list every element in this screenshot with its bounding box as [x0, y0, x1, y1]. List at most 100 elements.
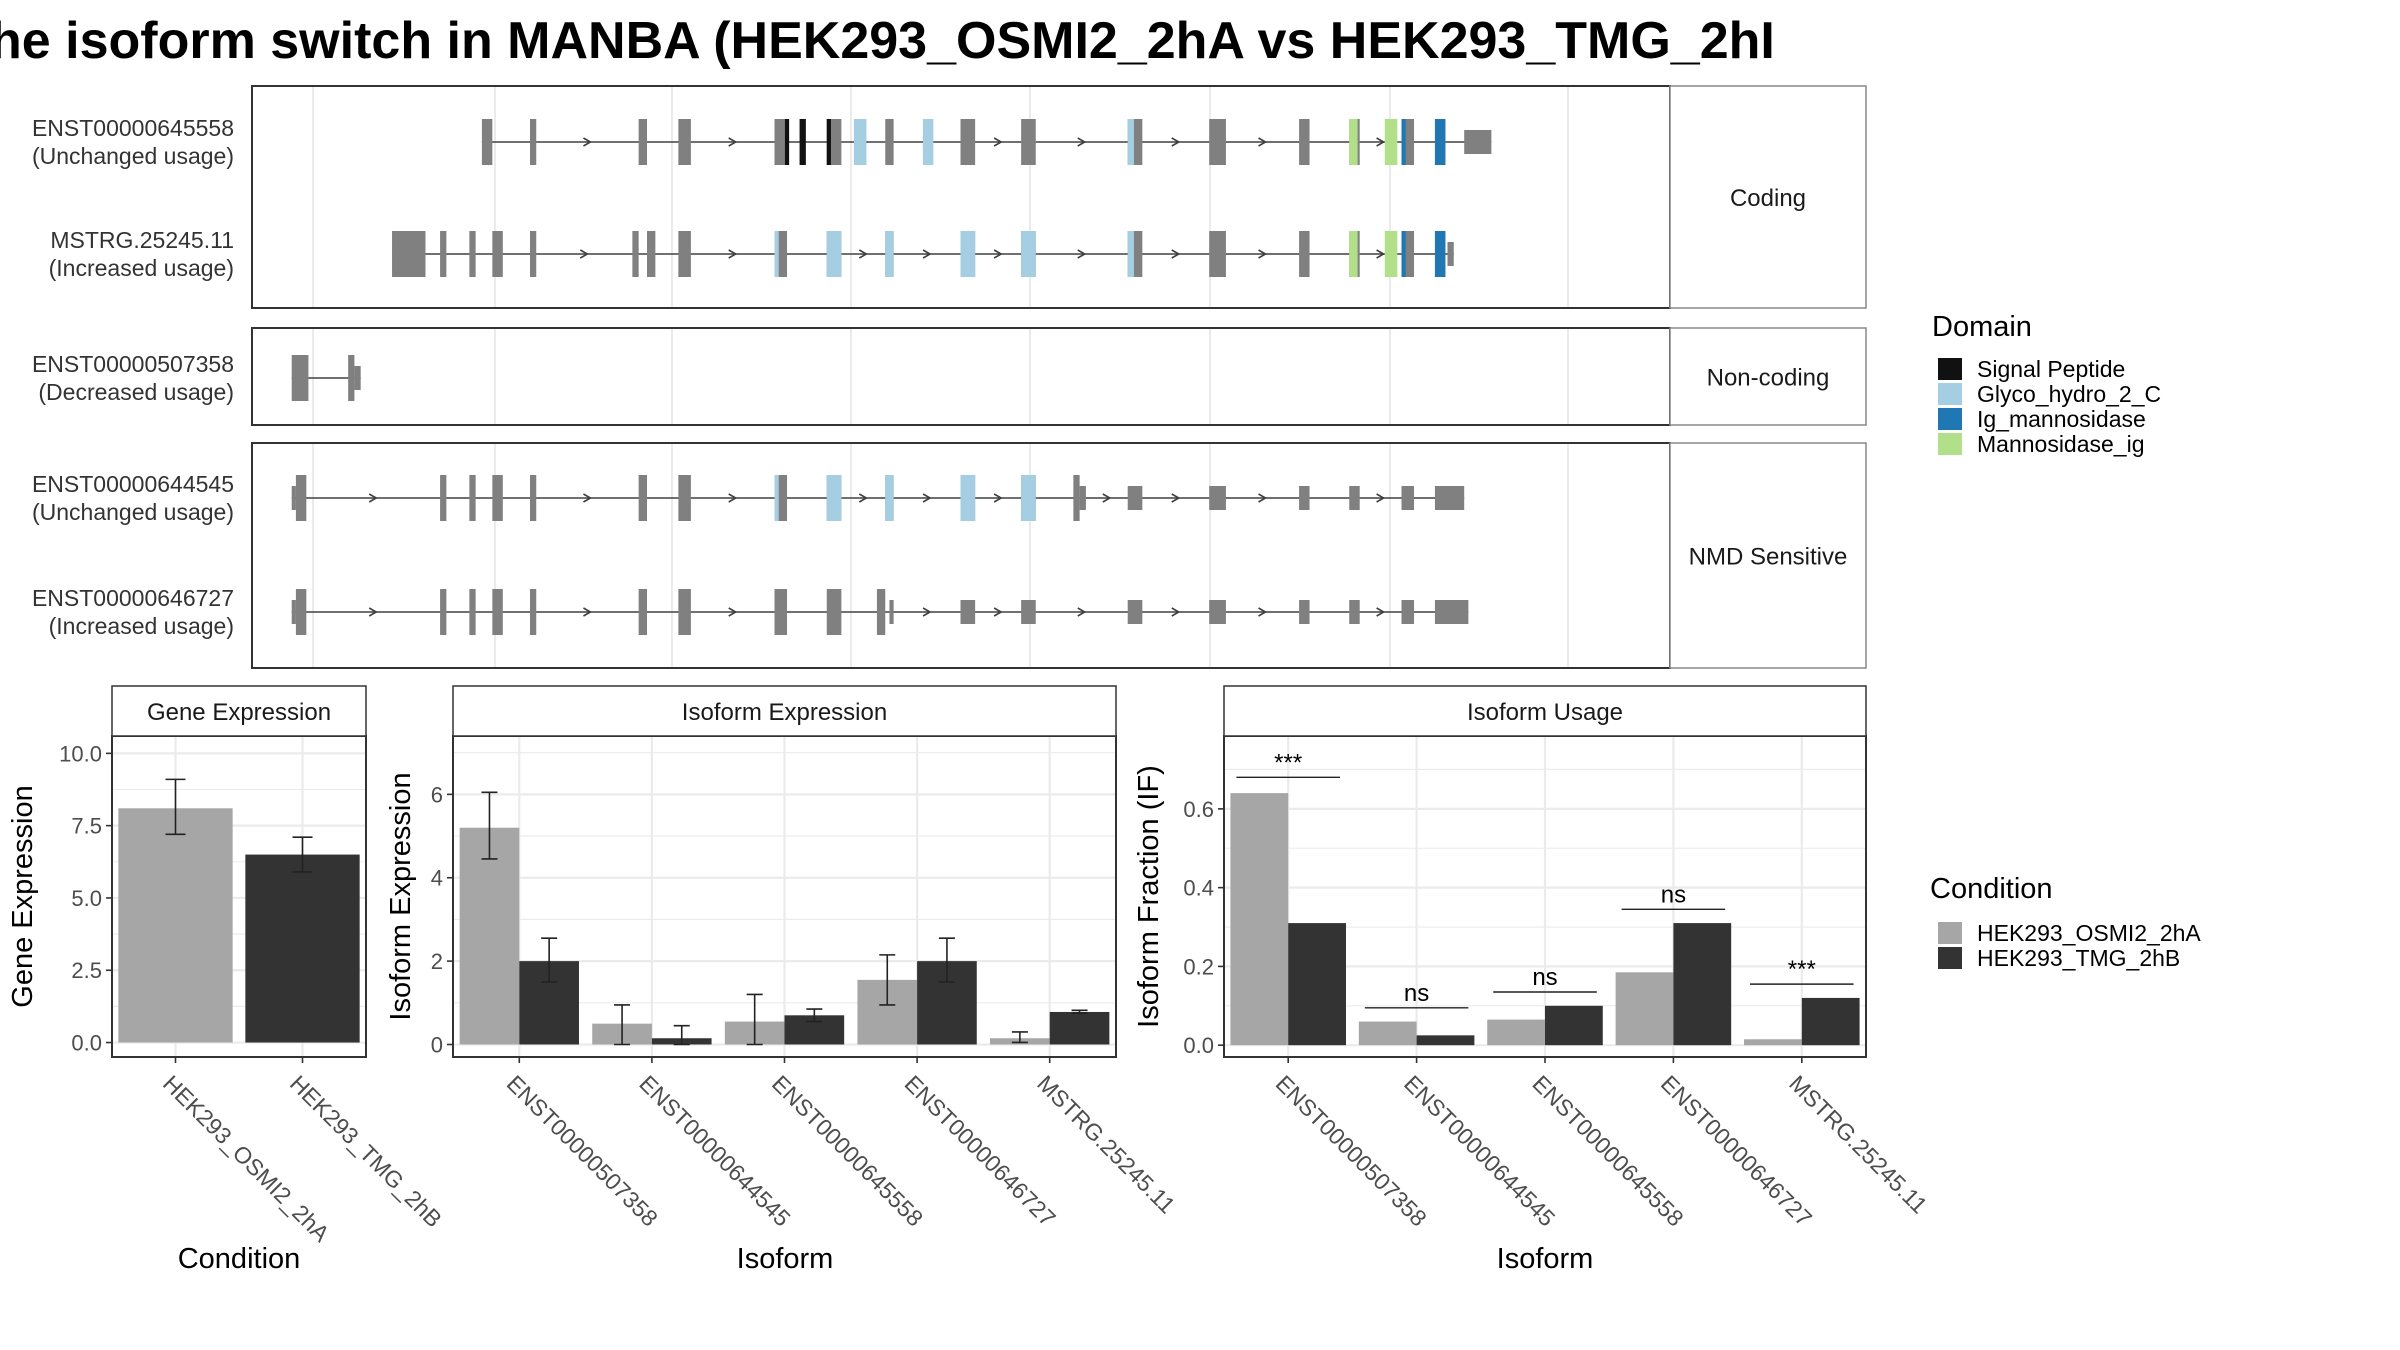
- exon: [1434, 486, 1465, 510]
- condition-legend-swatch: [1938, 922, 1962, 944]
- protein-domain: [1127, 231, 1134, 277]
- exon: [392, 231, 426, 277]
- group-strip: [1669, 442, 1867, 669]
- domain-legend-label: Ig_mannosidase: [1977, 406, 2146, 432]
- x-tick-label: ENST00000507358: [502, 1070, 663, 1231]
- exon: [348, 355, 355, 401]
- intron-direction-arrow: [728, 493, 738, 503]
- significance-label: ns: [1532, 964, 1557, 991]
- x-axis-label: Isoform: [1497, 1243, 1594, 1275]
- exon: [492, 589, 503, 635]
- x-axis-label: Condition: [178, 1243, 301, 1275]
- x-axis-label: Isoform: [737, 1243, 834, 1275]
- transcript-id-label: ENST00000507358: [32, 351, 234, 377]
- exon: [638, 589, 648, 635]
- significance-label: ***: [1274, 749, 1302, 776]
- exon: [492, 231, 503, 277]
- domain-legend-title: Domain: [1932, 311, 2032, 343]
- intron-direction-arrow: [1376, 607, 1386, 617]
- panel-strip: [1223, 685, 1867, 737]
- y-tick-label: 4: [431, 866, 443, 891]
- exon: [638, 475, 648, 521]
- panel-strip-label: Isoform Expression: [682, 699, 887, 726]
- intron-direction-arrow: [922, 249, 932, 259]
- bar: [1673, 923, 1732, 1046]
- y-tick-label: 2: [431, 949, 443, 974]
- exon: [632, 231, 639, 277]
- intron-direction-arrow: [1258, 249, 1268, 259]
- bar: [118, 808, 233, 1043]
- intron-direction-arrow: [1171, 607, 1181, 617]
- domain-legend-swatch: [1938, 358, 1962, 380]
- intron-direction-arrow: [1258, 137, 1268, 147]
- intron-direction-arrow: [1102, 493, 1112, 503]
- exon: [647, 231, 656, 277]
- exon: [885, 119, 894, 165]
- x-tick-label: MSTRG.25245.11: [1032, 1070, 1180, 1218]
- bar: [1545, 1005, 1603, 1046]
- exon: [529, 589, 537, 635]
- bar: [1049, 1011, 1110, 1045]
- exon: [1079, 486, 1086, 510]
- exon: [678, 589, 691, 635]
- protein-domain: [885, 231, 894, 277]
- group-strip: [1669, 85, 1867, 309]
- bar: [1358, 1021, 1417, 1046]
- group-strip-label: Coding: [1730, 185, 1806, 212]
- bar: [1230, 793, 1289, 1046]
- intron-direction-arrow: [583, 607, 593, 617]
- intron-direction-arrow: [368, 493, 378, 503]
- y-tick-label: 0.2: [1183, 954, 1214, 979]
- protein-domain: [774, 231, 779, 277]
- bar-panel-isoexp: Isoform Expression0246ENST00000507358ENS…: [385, 685, 1180, 1275]
- exon: [678, 231, 691, 277]
- y-tick-label: 2.5: [71, 958, 102, 983]
- domain-legend-swatch: [1938, 433, 1962, 455]
- transcript-id-label: ENST00000645558: [32, 115, 234, 141]
- exon: [354, 366, 361, 390]
- protein-domain: [1021, 231, 1036, 277]
- structure-panel-bg: [252, 328, 1670, 425]
- exon: [889, 600, 894, 624]
- y-tick-label: 0.6: [1183, 797, 1214, 822]
- intron-direction-arrow: [579, 249, 589, 259]
- protein-domain: [922, 119, 934, 165]
- significance-label: ns: [1661, 881, 1686, 908]
- exon: [1299, 486, 1310, 510]
- y-tick-label: 0: [431, 1032, 443, 1057]
- condition-legend-swatch: [1938, 947, 1962, 969]
- protein-domain: [826, 231, 842, 277]
- exon: [1349, 600, 1360, 624]
- y-tick-label: 6: [431, 782, 443, 807]
- intron-direction-arrow: [1258, 607, 1268, 617]
- exon: [1299, 600, 1310, 624]
- protein-domain: [826, 475, 842, 521]
- exon: [469, 231, 476, 277]
- intron-direction-arrow: [993, 249, 1003, 259]
- exon: [1073, 475, 1080, 521]
- exon: [295, 589, 307, 635]
- bar: [1744, 1039, 1802, 1046]
- exon: [291, 600, 296, 624]
- exon: [440, 475, 447, 521]
- exon: [1401, 600, 1415, 624]
- exon: [1447, 242, 1454, 266]
- intron-direction-arrow: [993, 137, 1003, 147]
- intron-direction-arrow: [728, 137, 738, 147]
- group-strip: [1669, 327, 1867, 426]
- exon: [960, 119, 976, 165]
- protein-domain: [799, 119, 806, 165]
- protein-domain: [1401, 119, 1406, 165]
- protein-domain: [826, 119, 831, 165]
- intron-direction-arrow: [922, 493, 932, 503]
- transcript-structure-plot: ENST00000645558(Unchanged usage)MSTRG.25…: [32, 85, 1867, 669]
- protein-domain: [1401, 231, 1406, 277]
- y-axis-label: Gene Expression: [7, 785, 39, 1007]
- exon: [469, 475, 476, 521]
- exon: [638, 119, 648, 165]
- exon: [492, 475, 503, 521]
- intron-direction-arrow: [1171, 137, 1181, 147]
- exon: [440, 231, 447, 277]
- bar: [1801, 997, 1860, 1046]
- exon: [291, 486, 296, 510]
